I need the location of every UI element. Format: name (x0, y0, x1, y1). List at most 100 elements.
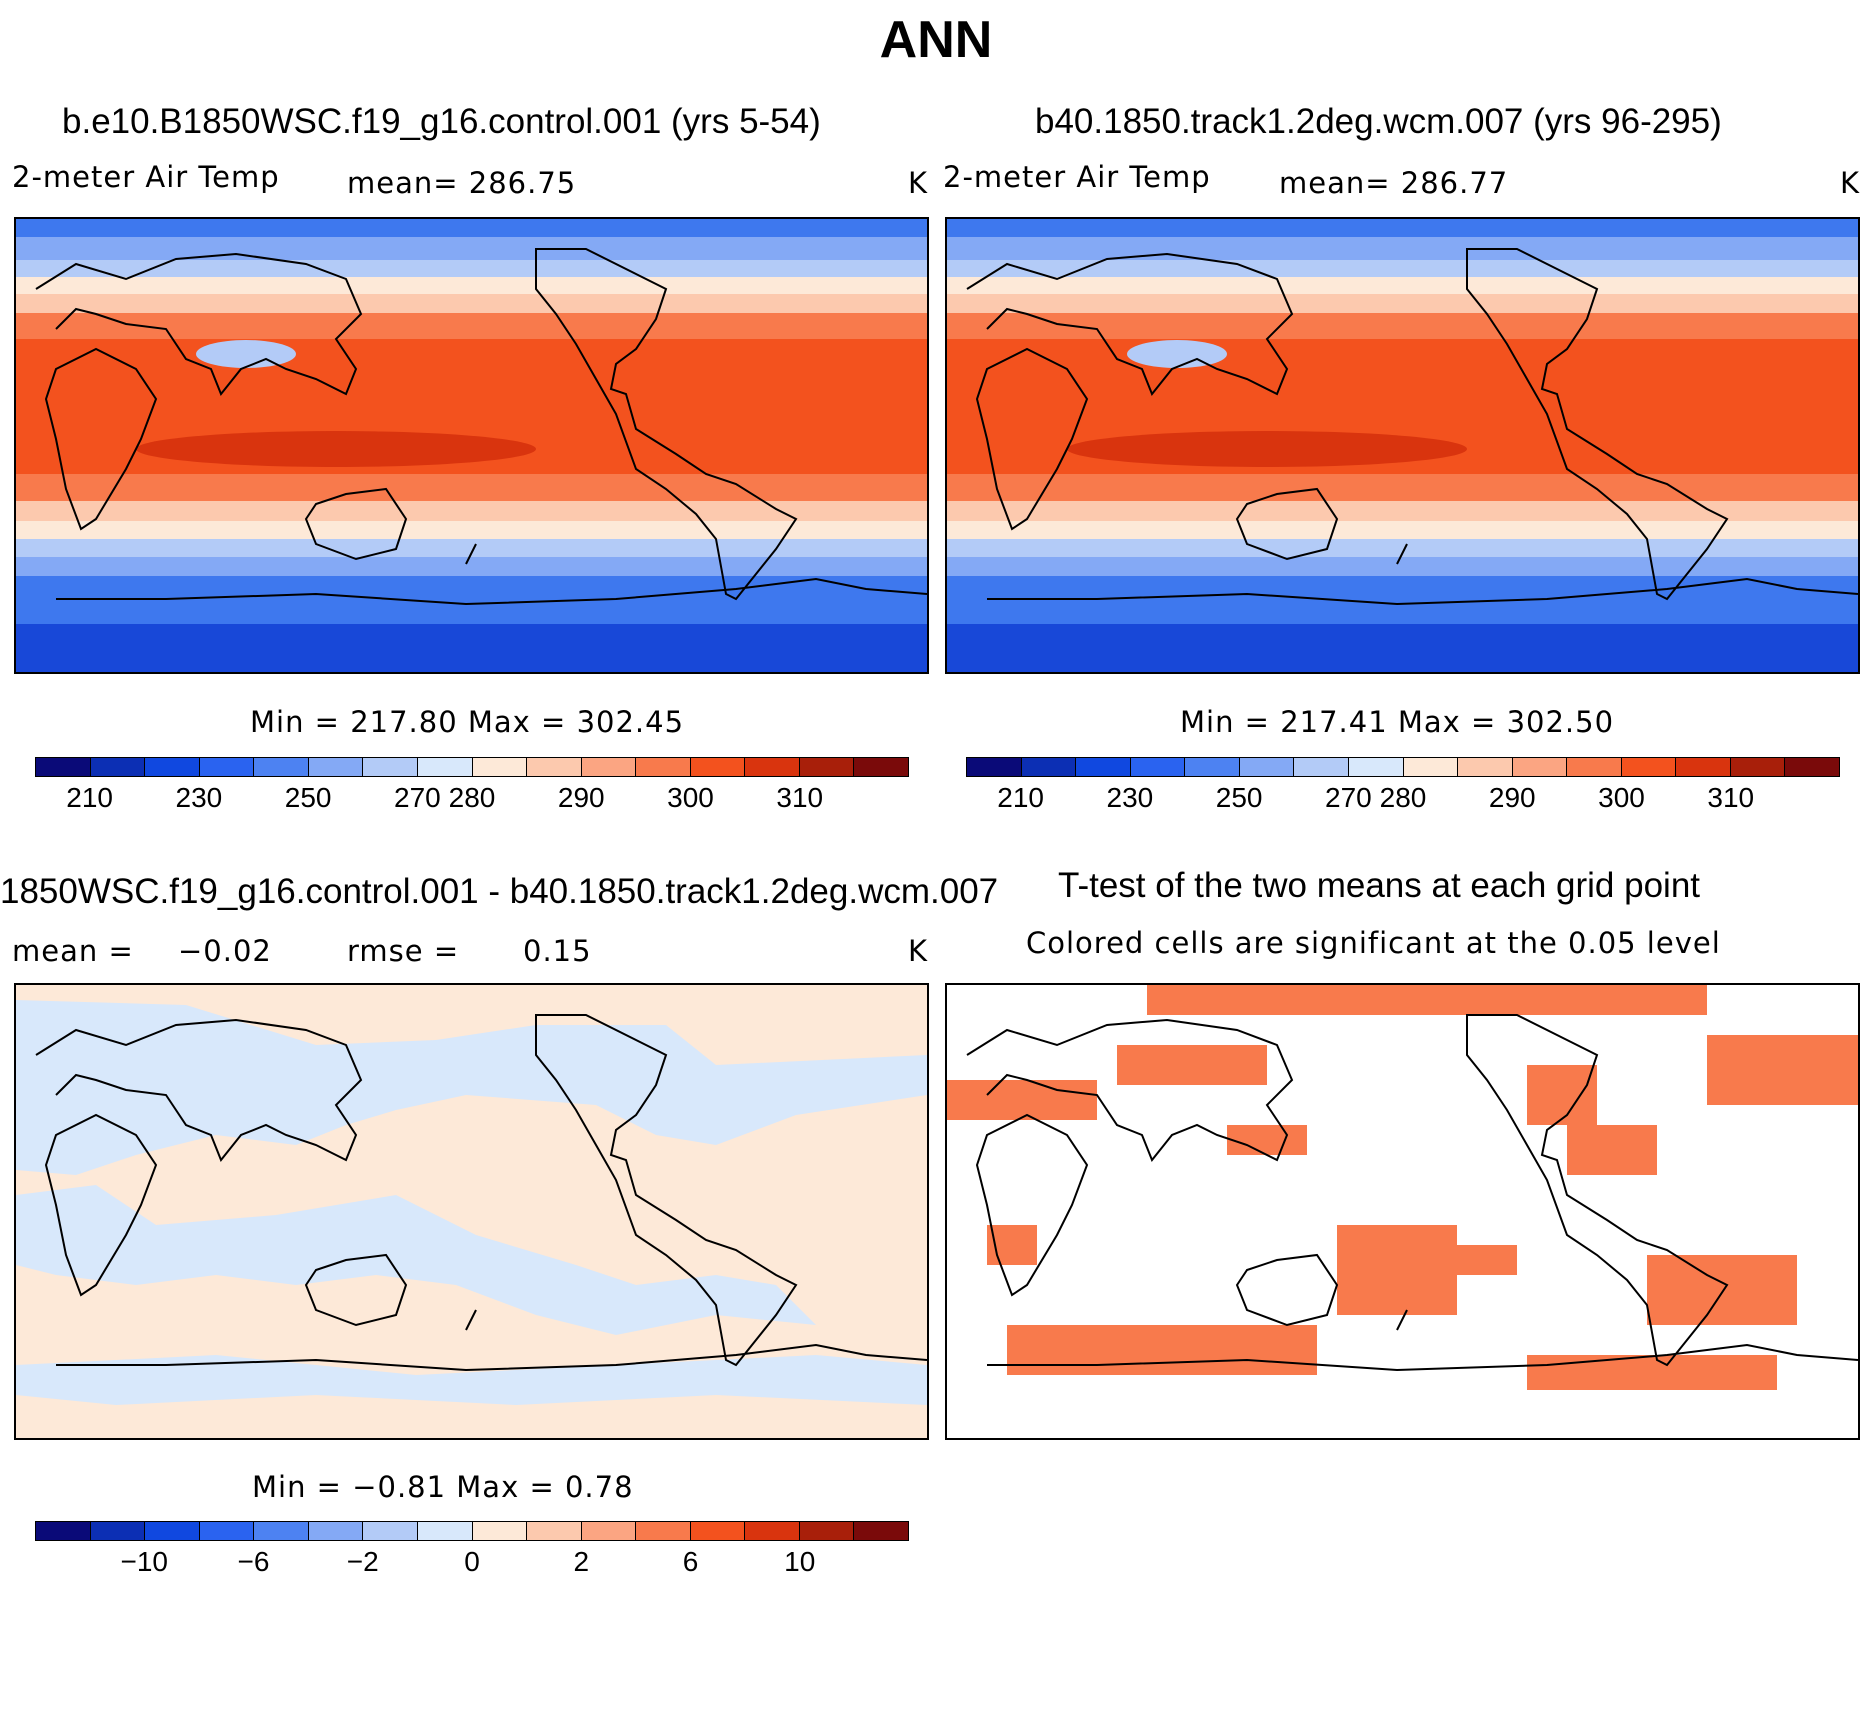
colorbar-swatch (1130, 758, 1186, 776)
colorbar-tick-label: 250 (284, 782, 332, 813)
colorbar-swatch (199, 1522, 255, 1540)
map-ttest-significance (945, 983, 1860, 1440)
colorbar-tick-label: 250 (1215, 782, 1263, 813)
colorbar-swatch (472, 1522, 528, 1540)
band-mild-south (947, 519, 1858, 539)
colorbar-tick-label: 300 (1598, 782, 1645, 813)
variable-label-control: 2-meter Air Temp (12, 160, 280, 194)
colorbar-tick-label: 210 (997, 782, 1044, 813)
panel-title-difference: 1850WSC.f19_g16.control.001 - b40.1850.t… (0, 872, 999, 911)
minmax-label-control: Min = 217.80 Max = 302.45 (250, 705, 685, 739)
diff-rmse-label: rmse = (347, 934, 460, 968)
panel-title-control: b.e10.B1850WSC.f19_g16.control.001 (yrs … (62, 102, 821, 141)
colorbar-swatch (363, 1522, 418, 1540)
colorbar-tick-label: −2 (346, 1546, 379, 1577)
colorbar-swatch (1076, 758, 1131, 776)
coastlines (966, 248, 1858, 606)
colorbar-swatch (1021, 758, 1077, 776)
minmax-label-wcm: Min = 217.41 Max = 302.50 (1180, 705, 1615, 739)
colorbar-swatch (36, 758, 91, 776)
signif-cell-north-america (1527, 1065, 1597, 1125)
colorbar-swatch (1512, 758, 1568, 776)
colorbar-swatch (1294, 758, 1349, 776)
band-warm-south (947, 469, 1858, 501)
colorbar-tick-label: 230 (1106, 782, 1154, 813)
map-wcm-temperature (945, 217, 1860, 674)
colorbar-swatch (636, 758, 691, 776)
colorbar-ticks-temperature-left: 210 230 250 270 280 290 300 310 (35, 782, 909, 818)
colorbar-swatch (199, 758, 255, 776)
colorbar-difference (35, 1521, 909, 1541)
signif-cell-north-atlantic (1707, 1035, 1858, 1105)
colorbar-swatch (145, 1522, 200, 1540)
colorbar-tick-label: 300 (667, 782, 714, 813)
colorbar-swatch (1567, 758, 1622, 776)
coastlines (966, 1014, 1858, 1372)
colorbar-swatch (690, 758, 746, 776)
colorbar-swatch (690, 1522, 746, 1540)
colorbar-tick-label: 290 (557, 782, 605, 813)
colorbar-swatch (90, 1522, 146, 1540)
colorbar-swatch (417, 1522, 473, 1540)
map-difference (14, 983, 929, 1440)
signif-cell-arctic (1147, 985, 1707, 1015)
colorbar-swatch (145, 758, 200, 776)
tibet-cold (1127, 340, 1227, 368)
colorbar-ticks-temperature-right: 210 230 250 270 280 290 300 310 (966, 782, 1840, 818)
signif-cell-southern-ocean-2 (1527, 1355, 1777, 1390)
band-chill-north (16, 257, 927, 277)
signif-cell-siberia (1117, 1045, 1267, 1085)
colorbar-swatch (36, 1522, 91, 1540)
colorbar-tick-label: 210 (66, 782, 113, 813)
colorbar-swatch (472, 758, 528, 776)
band-warm-south (16, 469, 927, 501)
diff-negative-region-north (16, 1000, 927, 1175)
colorbar-tick-label: 10 (784, 1546, 816, 1577)
signif-cell-china (1227, 1125, 1307, 1155)
colorbar-swatch (581, 1522, 637, 1540)
colorbar-swatch (745, 1522, 800, 1540)
band-warm-light-north (16, 291, 927, 313)
colorbar-tick-label: 270 (1325, 782, 1372, 813)
colorbar-swatch (527, 758, 582, 776)
colorbar-tick-label: 310 (1707, 782, 1755, 813)
signif-cell-europe (947, 1080, 1097, 1120)
band-cold-north (16, 219, 927, 237)
mean-label-control: mean= 286.75 (347, 166, 577, 200)
colorbar-swatch (854, 1522, 908, 1540)
variable-label-wcm: 2-meter Air Temp (943, 160, 1211, 194)
colorbar-temperature-right (966, 757, 1840, 777)
colorbar-ticks-difference: −10 −6 −2 0 2 6 10 (35, 1546, 909, 1582)
band-polar-south (947, 619, 1858, 672)
colorbar-swatch (527, 1522, 582, 1540)
units-label-wcm: K (1840, 166, 1861, 200)
colorbar-swatch (1348, 758, 1404, 776)
diff-units-label: K (908, 934, 929, 968)
colorbar-tick-label: −6 (237, 1546, 270, 1577)
band-warm-light-south (16, 499, 927, 521)
colorbar-temperature-left (35, 757, 909, 777)
colorbar-tick-label: 280 (1379, 782, 1427, 813)
colorbar-swatch (1730, 758, 1786, 776)
warm-pool (1067, 431, 1467, 467)
signif-cell-south-america (1647, 1255, 1797, 1325)
colorbar-swatch (1403, 758, 1459, 776)
colorbar-swatch (1239, 758, 1295, 776)
band-warm-light-south (947, 499, 1858, 521)
colorbar-tick-label: 2 (573, 1546, 590, 1577)
colorbar-tick-label: 6 (682, 1546, 699, 1577)
coastlines (35, 1014, 927, 1372)
band-chill-south (16, 537, 927, 557)
colorbar-swatch (308, 758, 364, 776)
band-cool-north (947, 234, 1858, 260)
band-warm-light-north (947, 291, 1858, 313)
band-warm-north (947, 309, 1858, 339)
colorbar-swatch (1185, 758, 1240, 776)
colorbar-tick-label: 270 (394, 782, 441, 813)
colorbar-tick-label: 310 (776, 782, 824, 813)
band-cold-north (947, 219, 1858, 237)
page-title: ANN (879, 11, 993, 69)
colorbar-swatch (1676, 758, 1731, 776)
colorbar-swatch (1458, 758, 1513, 776)
colorbar-swatch (1785, 758, 1839, 776)
